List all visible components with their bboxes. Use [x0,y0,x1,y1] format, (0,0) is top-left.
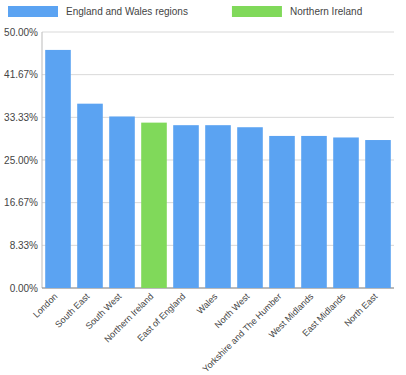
x-tick-label: Wales [195,291,220,316]
bar [333,137,359,288]
grid-line [42,32,394,33]
chart: 0.00% 8.33% 16.67% 25.00% 33.33% 41.67% 50.00%… [0,0,406,375]
legend-label: England and Wales regions [66,6,188,17]
y-axis [42,32,43,288]
legend-swatch [232,6,282,17]
y-tick-label: 8.33% [10,240,38,251]
legend: England and Wales regions Northern Irelan… [8,6,362,17]
y-tick-label: 0.00% [10,283,38,294]
bar [269,136,295,288]
grid [42,32,394,288]
bar [141,123,167,288]
y-tick-label: 25.00% [4,155,38,166]
legend-swatch [8,6,58,17]
bar [301,136,327,288]
y-tick-label: 50.00% [4,27,38,38]
bars [45,50,391,288]
x-tick-label: London [31,291,59,319]
y-tick-label: 16.67% [4,197,38,208]
bar [173,125,199,288]
x-tick-label: East Midlands [300,291,347,338]
bar [77,104,103,288]
bar [237,127,263,288]
x-tick-label: East of England [135,291,187,343]
y-tick-label: 41.67% [4,69,38,80]
bar [365,140,391,288]
x-tick-label: North East [342,291,379,328]
bar [205,125,231,288]
y-tick-label: 33.33% [4,112,38,123]
bar [109,116,135,288]
bar [45,50,71,288]
grid-line [42,74,394,75]
legend-label: Northern Ireland [290,6,362,17]
